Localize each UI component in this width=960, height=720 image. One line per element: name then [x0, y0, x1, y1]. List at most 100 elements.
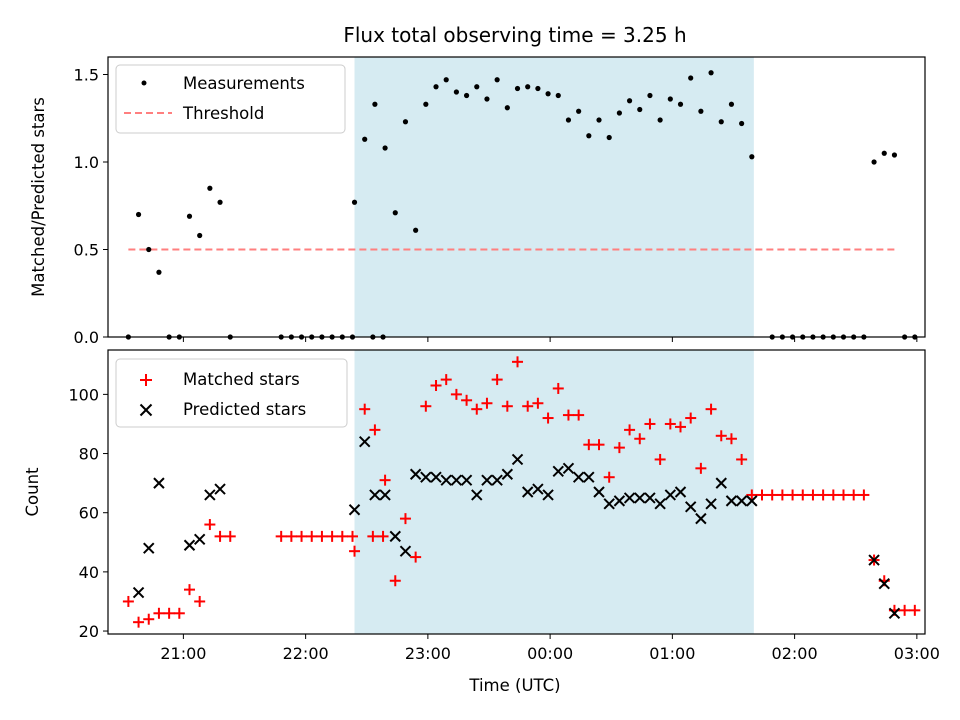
measurement-point: [135, 211, 142, 218]
matched-star-point: [275, 530, 287, 542]
matched-star-point: [450, 388, 462, 400]
predicted-star-point: [735, 495, 748, 507]
top-y-tick-label: 1.5: [74, 66, 99, 85]
predicted-star-point: [725, 495, 738, 507]
matched-star-point: [787, 489, 799, 501]
matched-star-point: [746, 489, 758, 501]
measurement-point: [586, 133, 592, 139]
bottom-axes-frame: [107, 349, 926, 635]
top-y-tick-label: 0.0: [74, 328, 99, 347]
bottom-y-tick: 20: [79, 622, 108, 641]
measurement-point: [576, 108, 582, 114]
matched-star-point: [367, 530, 379, 542]
matched-star-point: [163, 607, 175, 619]
matched-star-point: [296, 530, 308, 542]
bottom-y-tick-label: 80: [79, 445, 99, 464]
predicted-star-point: [705, 498, 717, 510]
matched-star-point: [552, 382, 564, 394]
predicted-star-point: [562, 462, 575, 475]
bottom-y-axis-label: Count: [23, 467, 42, 517]
matched-star-point: [410, 551, 422, 563]
bottom-y-tick: 100: [68, 385, 108, 404]
top-legend: Measurements Threshold: [115, 64, 346, 134]
measurement-point: [494, 77, 500, 83]
bottom-shaded-region: [354, 350, 754, 634]
matched-star-point: [122, 595, 134, 607]
predicted-star-point: [204, 489, 216, 501]
bottom-x-tick: 23:00: [405, 634, 451, 663]
matched-star-point: [624, 424, 636, 436]
matched-star-point: [685, 412, 697, 424]
matched-star-point: [573, 409, 585, 421]
bottom-y-tick: 80: [79, 445, 108, 464]
bottom-x-tick: 03:00: [894, 634, 940, 663]
matched-star-point: [725, 433, 737, 445]
measurement-point: [217, 199, 223, 205]
predicted-star-point: [644, 492, 656, 504]
predicted-star-point: [481, 474, 493, 486]
predicted-star-point: [471, 489, 483, 501]
matched-star-point: [183, 584, 195, 596]
measurement-point: [207, 185, 213, 191]
measurement-point: [474, 84, 480, 90]
bottom-x-tick: 22:00: [283, 634, 329, 663]
top-shaded-region: [354, 57, 754, 337]
matched-star-point: [848, 489, 860, 501]
bottom-x-tick-label: 22:00: [283, 644, 329, 663]
matched-star-point: [705, 403, 717, 415]
matched-star-point: [634, 433, 646, 445]
matched-star-point: [512, 356, 524, 368]
predicted-star-point: [664, 489, 677, 501]
measurement-point: [616, 110, 622, 116]
matched-star-point: [603, 471, 615, 483]
matched-star-point: [695, 462, 707, 474]
measurement-point: [565, 117, 572, 123]
measurement-point: [606, 134, 612, 141]
matched-star-point: [224, 530, 236, 542]
measurement-point: [146, 246, 152, 253]
matched-star-point: [644, 418, 656, 430]
bottom-y-tick: 60: [79, 504, 108, 523]
predicted-star-point: [450, 474, 463, 486]
matched-star-point: [807, 489, 819, 501]
bottom-y-tick-label: 60: [79, 504, 99, 523]
bottom-axis-ticks: 20 40 60 80 100 21:00 22:00 23:00 00:00 01:00 02:0…: [68, 385, 939, 663]
bottom-panel: 20 40 60 80 100 21:00 22:00 23:00 00:00 01:00 02:0…: [23, 349, 940, 695]
predicted-star-point: [460, 474, 473, 486]
measurement-point: [596, 117, 602, 123]
measurement-point: [463, 92, 470, 99]
predicted-star-point: [379, 489, 391, 501]
measurement-point: [525, 84, 531, 90]
matched-star-point: [440, 374, 452, 386]
matched-star-point: [501, 400, 513, 412]
x-axis-label: Time (UTC): [468, 676, 560, 695]
predicted-star-point: [888, 607, 901, 619]
measurement-point: [186, 213, 193, 219]
matched-star-point: [909, 604, 921, 616]
matched-star-point: [899, 604, 911, 616]
matched-star-point: [461, 394, 473, 406]
matched-star-point: [346, 530, 358, 542]
measurement-point: [677, 101, 684, 107]
predicted-star-point: [695, 512, 707, 525]
predicted-star-point: [359, 436, 371, 448]
measurement-point: [891, 152, 898, 158]
measurement-point: [423, 101, 429, 107]
matched-star-point: [359, 403, 371, 415]
predicted-star-point: [348, 504, 361, 516]
bottom-x-tick: 02:00: [772, 634, 818, 663]
matched-star-point: [827, 489, 839, 501]
chart-title: Flux total observing time = 3.25 h: [343, 23, 686, 47]
legend-marker-predicted-stars: [139, 403, 153, 417]
measurement-point: [739, 120, 745, 127]
predicted-star-point: [674, 486, 687, 498]
predicted-star-point: [132, 586, 145, 599]
matched-star-point: [736, 453, 748, 465]
measurement-point: [545, 91, 551, 97]
bottom-x-tick-label: 21:00: [160, 644, 206, 663]
measurement-point: [392, 210, 398, 216]
matched-star-point: [420, 400, 432, 412]
predicted-star-point: [542, 489, 554, 501]
measurement-point: [667, 96, 673, 102]
predicted-star-point: [593, 486, 605, 498]
